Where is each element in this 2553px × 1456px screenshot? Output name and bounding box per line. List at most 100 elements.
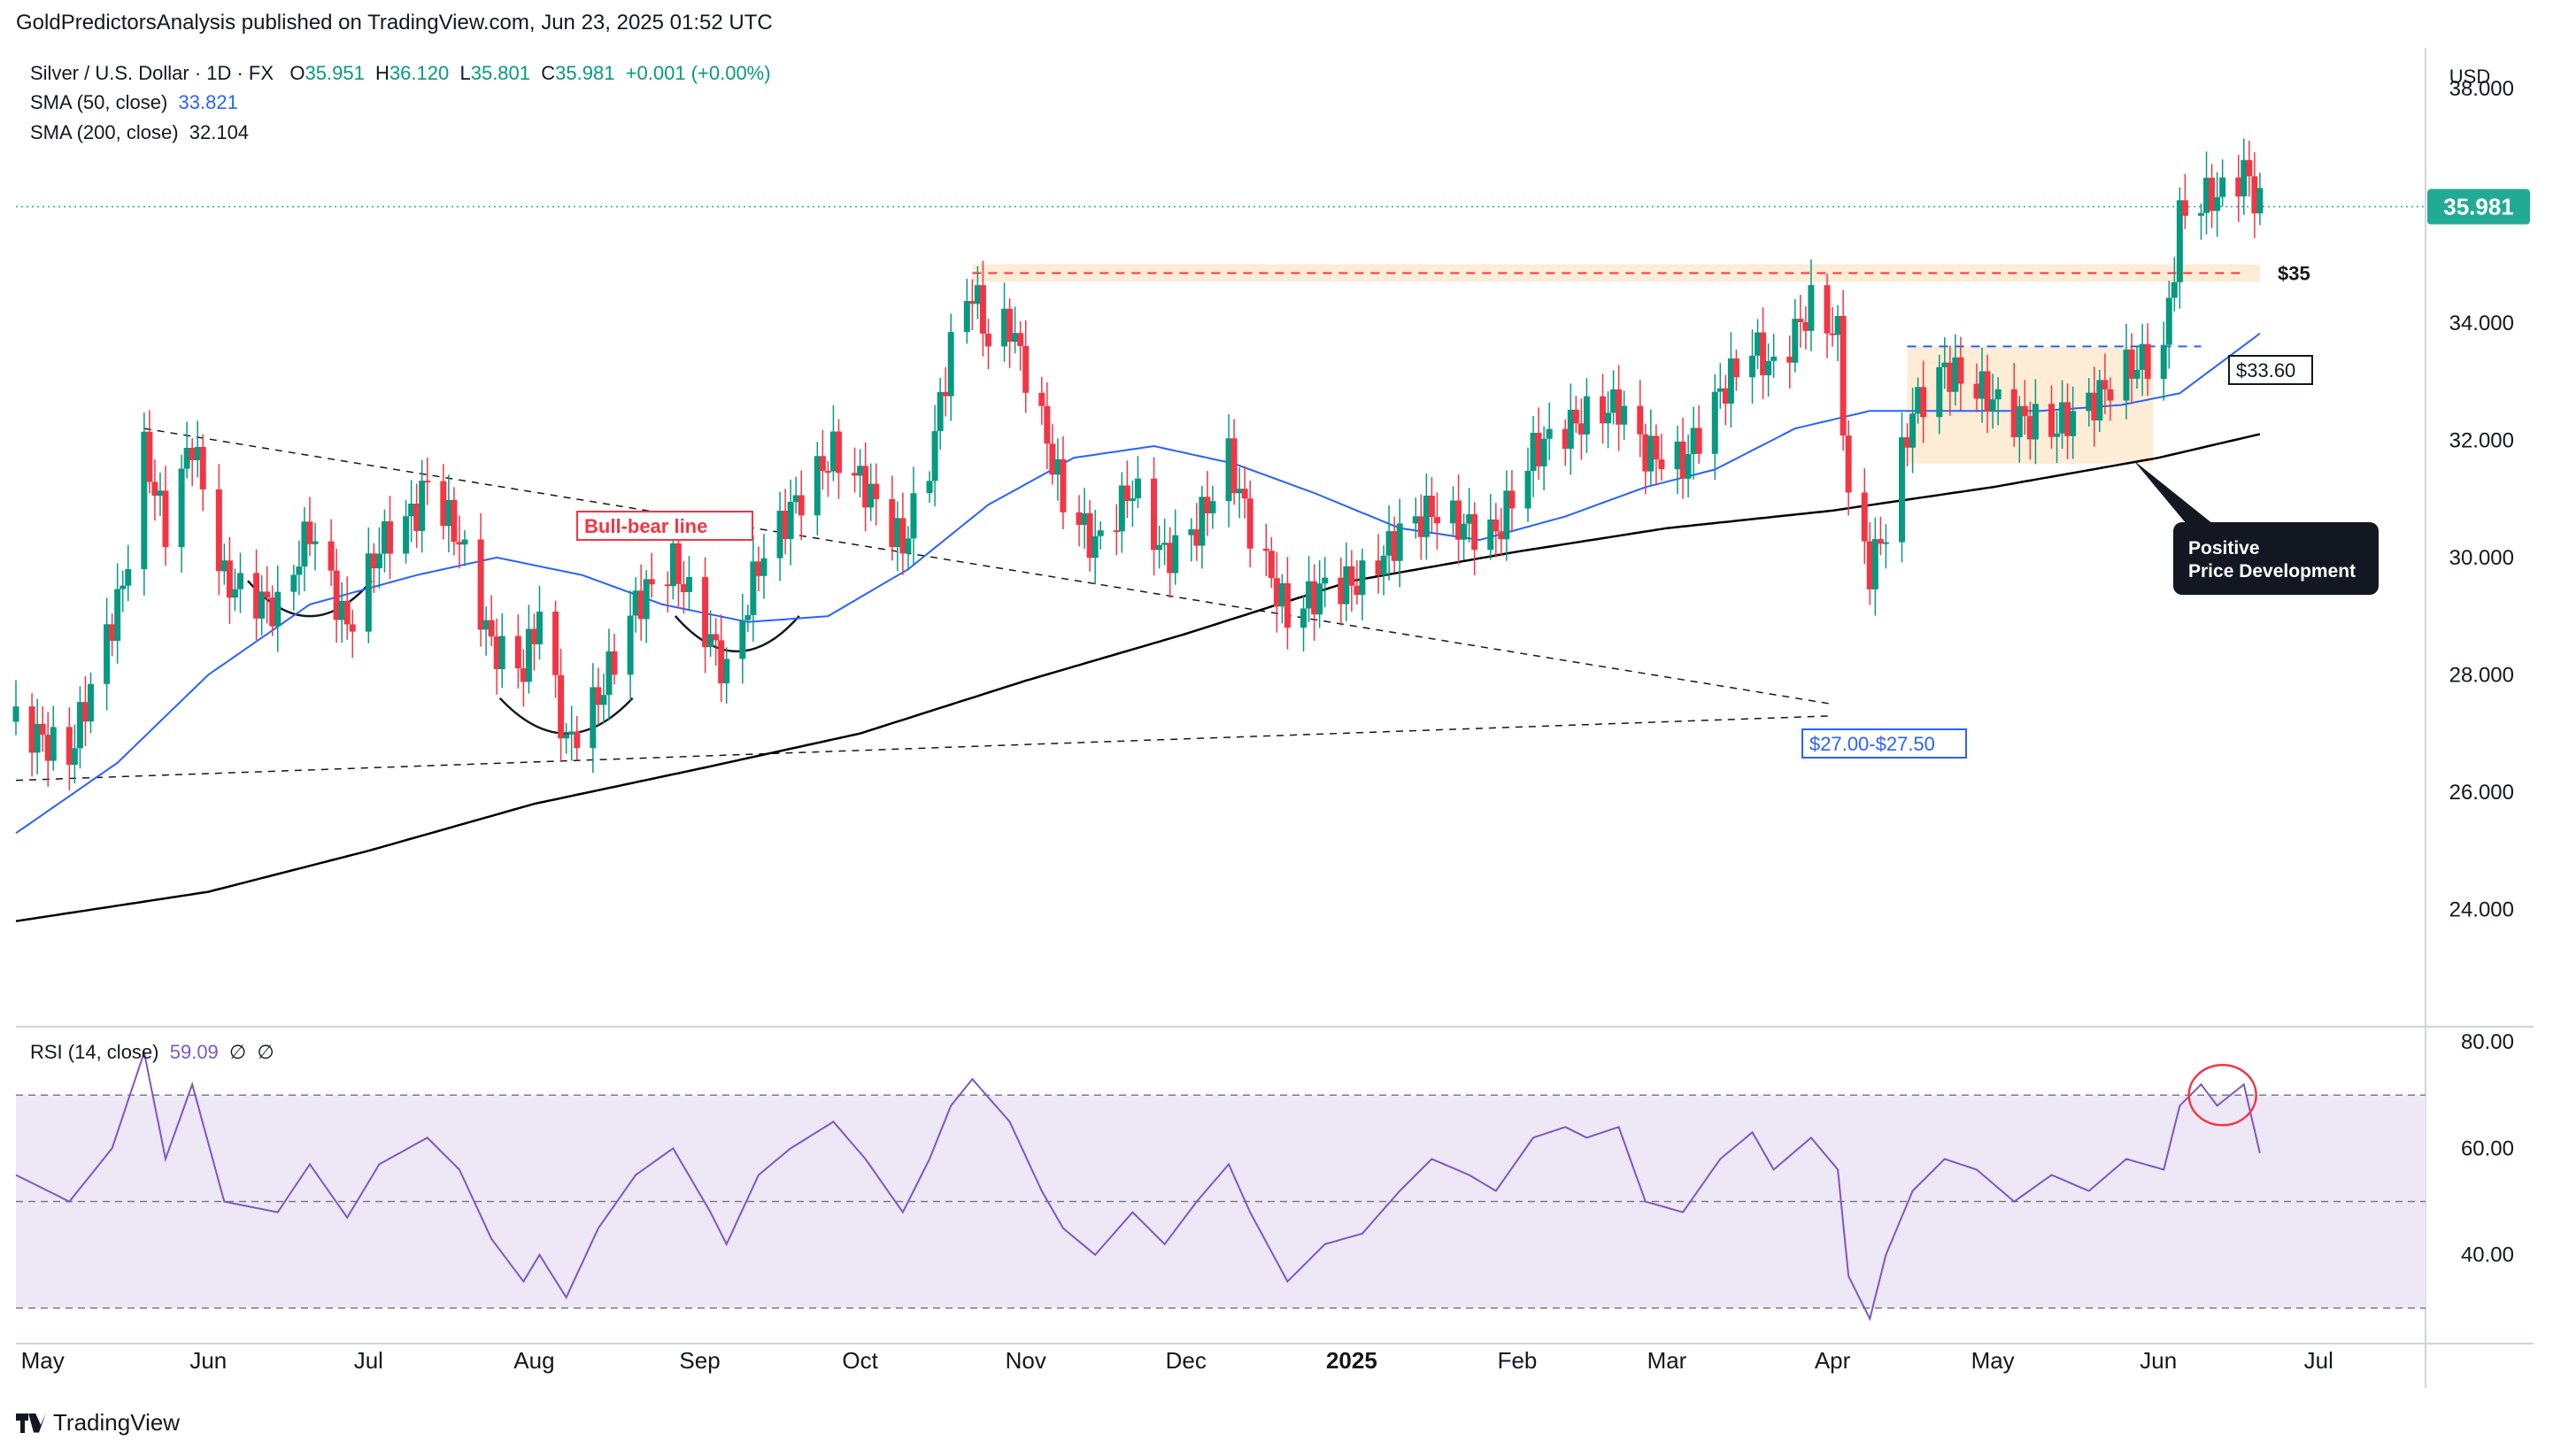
rsi-legend[interactable]: RSI (14, close) 59.09 ∅ ∅ — [30, 1041, 274, 1064]
candle-body — [290, 574, 297, 592]
candle-body — [1899, 437, 1906, 543]
sma50-legend[interactable]: SMA (50, close) 33.821 — [30, 91, 238, 114]
candle-body — [680, 583, 687, 592]
candle-body — [1433, 517, 1440, 524]
rsi-tick-label: 80.00 — [2461, 1030, 2514, 1054]
candle-body — [301, 521, 308, 567]
candle-body — [894, 518, 901, 548]
candle-body — [2016, 405, 2023, 437]
candle-body — [189, 447, 196, 460]
candle-body — [1845, 435, 1852, 493]
candle-body — [2181, 200, 2188, 216]
candle-body — [1829, 333, 1836, 335]
candle-body — [493, 636, 500, 670]
resistance-label: $35 — [2278, 262, 2310, 284]
candle-body — [306, 521, 313, 544]
candle-body — [1524, 470, 1531, 509]
candle-body — [814, 456, 821, 516]
candle-body — [2128, 349, 2135, 379]
candle-body — [1412, 516, 1419, 524]
candle-body — [1076, 512, 1083, 526]
candle-body — [1188, 529, 1195, 535]
candle-body — [2251, 176, 2258, 214]
candle-body — [34, 723, 41, 753]
candle-body — [829, 431, 837, 472]
breakout-label: $33.60 — [2228, 355, 2313, 385]
candle-body — [1225, 438, 1232, 502]
currency-label: USD — [2449, 65, 2490, 88]
candle-body — [1658, 459, 1665, 470]
candle-body — [488, 620, 495, 637]
candle-body — [408, 504, 415, 517]
change-value: +0.001 (+0.00%) — [625, 62, 771, 84]
candle-body — [1616, 389, 1623, 425]
candle-body — [1396, 523, 1403, 561]
candle-body — [744, 615, 752, 620]
candle-body — [1572, 409, 1579, 424]
candle-body — [552, 611, 559, 675]
candle-body — [231, 589, 238, 598]
candle-body — [1637, 405, 1644, 435]
candle-body — [1978, 371, 1986, 399]
time-tick-label: Sep — [679, 1347, 720, 1374]
candle-body — [445, 499, 452, 527]
candle-body — [2070, 411, 2077, 436]
sma50-line — [15, 332, 2261, 835]
candle-body — [1230, 438, 1238, 494]
candle-body — [328, 541, 335, 571]
symbol-name[interactable]: Silver / U.S. Dollar · 1D · FX — [30, 62, 274, 84]
candle-body — [1802, 321, 1809, 331]
candle-body — [675, 543, 682, 584]
candle-body — [66, 727, 73, 766]
symbol-legend: Silver / U.S. Dollar · 1D · FX O35.951 H… — [30, 62, 771, 85]
candle-body — [835, 431, 842, 474]
time-tick-label: 2025 — [1326, 1347, 1377, 1374]
time-tick-label: Jul — [2304, 1347, 2333, 1374]
candle-body — [1097, 530, 1104, 536]
candle-body — [1151, 478, 1158, 551]
rsi-value: 59.09 — [169, 1041, 219, 1063]
candle-body — [1957, 357, 1964, 384]
candle-body — [2054, 433, 2061, 437]
bull-bear-label-box — [576, 511, 753, 541]
time-tick-label: Jun — [189, 1347, 227, 1374]
candle-body — [1268, 551, 1275, 579]
candle-body — [707, 634, 714, 648]
candle-body — [1808, 285, 1815, 331]
candle-body — [1123, 485, 1130, 501]
candle-body — [2165, 297, 2172, 345]
candle-body — [718, 640, 725, 684]
candle-body — [296, 566, 303, 575]
rsi-extra-2: ∅ — [257, 1041, 274, 1063]
candle-body — [1017, 333, 1024, 346]
candle-body — [386, 521, 393, 554]
sma200-value: 32.104 — [189, 121, 250, 143]
rsi-tick-label: 60.00 — [2461, 1136, 2514, 1160]
candle-body — [1113, 530, 1120, 533]
candle-body — [424, 481, 431, 483]
sma50-label: SMA (50, close) — [30, 91, 168, 113]
candle-body — [269, 597, 276, 627]
high-value: 36.120 — [389, 62, 450, 84]
candle-body — [456, 542, 463, 545]
tradingview-footer[interactable]: TradingView — [16, 1409, 180, 1437]
candle-body — [595, 687, 602, 705]
candle-body — [1417, 516, 1424, 537]
last-price-badge: 35.981 — [2427, 189, 2530, 225]
candle-body — [2091, 392, 2098, 421]
bull-bear-label: Bull-bear line — [576, 511, 753, 541]
candle-body — [114, 589, 121, 642]
candle-body — [1642, 434, 1649, 472]
candle-body — [2064, 402, 2071, 436]
candle-body — [312, 541, 319, 544]
candle-body — [1679, 441, 1686, 479]
sma200-legend[interactable]: SMA (200, close) 32.104 — [30, 121, 249, 144]
candle-body — [39, 723, 46, 736]
price-tick-label: 30.000 — [2449, 546, 2514, 570]
candle-body — [1455, 500, 1462, 540]
candle-body — [857, 466, 864, 476]
candle-body — [1492, 519, 1500, 532]
candle-body — [1866, 541, 1873, 589]
candle-body — [2096, 380, 2103, 421]
